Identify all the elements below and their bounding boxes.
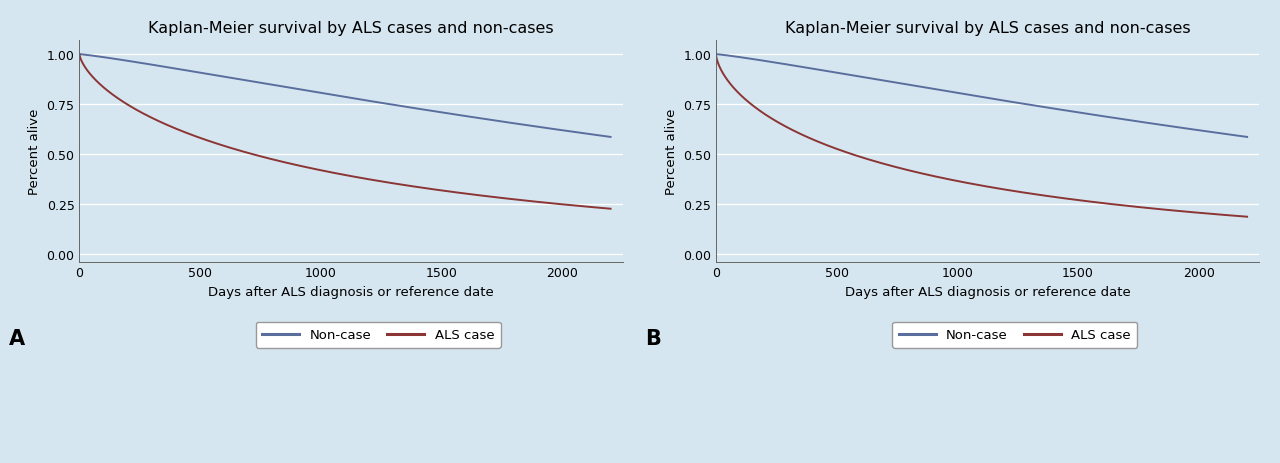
Text: A: A [9,328,26,348]
Legend: Non-case, ALS case: Non-case, ALS case [256,322,500,348]
Legend: Non-case, ALS case: Non-case, ALS case [892,322,1138,348]
Y-axis label: Percent alive: Percent alive [664,108,677,194]
Title: Kaplan-Meier survival by ALS cases and non-cases: Kaplan-Meier survival by ALS cases and n… [148,21,554,36]
X-axis label: Days after ALS diagnosis or reference date: Days after ALS diagnosis or reference da… [209,285,494,298]
Y-axis label: Percent alive: Percent alive [28,108,41,194]
Title: Kaplan-Meier survival by ALS cases and non-cases: Kaplan-Meier survival by ALS cases and n… [785,21,1190,36]
Text: B: B [645,328,662,348]
X-axis label: Days after ALS diagnosis or reference date: Days after ALS diagnosis or reference da… [845,285,1130,298]
